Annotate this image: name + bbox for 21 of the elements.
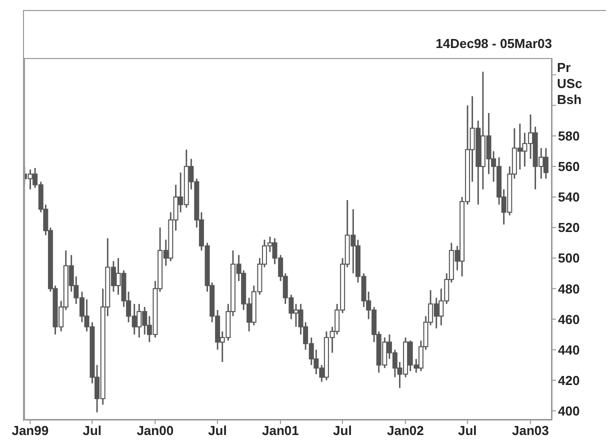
x-tick-label: Jan01 (262, 423, 299, 438)
x-tick-label: Jan03 (512, 423, 549, 438)
y-tick-label: 460 (558, 312, 580, 327)
x-tick-label: Jan02 (387, 423, 424, 438)
y-tick-label: 440 (558, 342, 580, 358)
y-tick-label: 580 (558, 128, 580, 144)
x-tick-label: Jan00 (136, 423, 174, 438)
x-tick-label: Jan99 (12, 423, 49, 438)
y-tick-label: 500 (558, 250, 580, 266)
y-tick-label: 400 (558, 403, 580, 418)
x-tick-label: Jul (458, 423, 477, 438)
y-tick-label: 560 (558, 159, 580, 174)
y-tick-label: 520 (558, 220, 580, 236)
chart-title: 14Dec98 - 05Mar03 (436, 36, 552, 51)
y-tick-label: 480 (558, 281, 580, 296)
y-axis-title: Pr USc Bsh (557, 60, 582, 108)
x-tick-label: Jul (82, 423, 102, 438)
x-tick-label: Jul (333, 423, 352, 438)
y-tick-label: 420 (558, 372, 580, 388)
x-tick-label: Jul (208, 423, 227, 438)
y-tick-label: 540 (558, 190, 580, 205)
